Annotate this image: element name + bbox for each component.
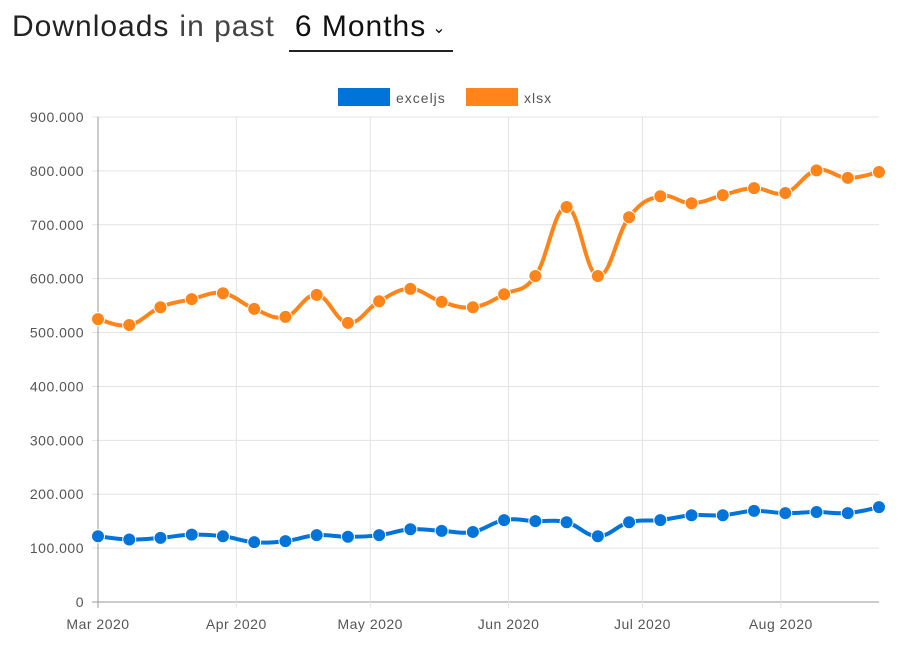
data-point-exceljs: [434, 523, 449, 538]
data-point-exceljs: [715, 508, 730, 523]
data-point-exceljs: [403, 522, 418, 537]
data-point-exceljs: [684, 508, 699, 523]
data-point-xlsx: [91, 312, 105, 327]
y-tick-label: 300.000: [30, 432, 84, 448]
data-point-xlsx: [684, 196, 699, 211]
data-point-exceljs: [153, 530, 168, 545]
data-point-exceljs: [372, 528, 387, 543]
data-point-exceljs: [247, 535, 262, 550]
data-point-xlsx: [309, 287, 324, 302]
data-point-xlsx: [559, 199, 574, 214]
y-tick-label: 500.000: [30, 325, 84, 341]
data-point-xlsx: [340, 315, 355, 330]
data-point-exceljs: [747, 503, 762, 518]
data-point-exceljs: [872, 500, 886, 515]
data-point-exceljs: [590, 529, 605, 544]
data-point-exceljs: [122, 532, 137, 547]
chevron-down-icon: ⌄: [432, 20, 447, 38]
data-point-exceljs: [809, 505, 824, 520]
data-point-exceljs: [497, 513, 512, 528]
data-point-xlsx: [622, 210, 637, 225]
data-point-xlsx: [247, 301, 262, 316]
data-point-exceljs: [278, 534, 293, 549]
x-tick-label: May 2020: [337, 616, 402, 632]
y-tick-label: 0: [76, 594, 84, 610]
period-dropdown[interactable]: 6 Months ⌄: [288, 10, 453, 52]
data-point-xlsx: [372, 294, 387, 309]
data-point-xlsx: [840, 170, 855, 185]
x-tick-label: Apr 2020: [206, 616, 267, 632]
data-point-xlsx: [715, 188, 730, 203]
y-tick-label: 800.000: [30, 163, 84, 179]
data-point-xlsx: [809, 163, 824, 178]
data-point-xlsx: [872, 164, 886, 179]
title-in-past: in past: [179, 10, 275, 43]
data-point-exceljs: [778, 506, 793, 521]
data-point-exceljs: [840, 506, 855, 521]
y-tick-label: 600.000: [30, 271, 84, 287]
data-point-exceljs: [559, 515, 574, 530]
data-point-xlsx: [497, 287, 512, 302]
x-tick-label: Jul 2020: [614, 616, 671, 632]
data-point-xlsx: [653, 189, 668, 204]
y-tick-label: 900.000: [30, 109, 84, 125]
data-point-exceljs: [309, 528, 324, 543]
data-point-xlsx: [590, 268, 605, 283]
x-tick-label: Aug 2020: [749, 616, 813, 632]
legend-swatch-exceljs: [338, 88, 390, 106]
series-line-xlsx: [97, 167, 880, 328]
data-point-xlsx: [747, 181, 762, 196]
y-tick-label: 700.000: [30, 217, 84, 233]
data-point-exceljs: [465, 524, 480, 539]
data-point-xlsx: [465, 300, 480, 315]
data-point-xlsx: [153, 300, 168, 315]
data-point-xlsx: [528, 268, 543, 283]
y-tick-label: 200.000: [30, 486, 84, 502]
data-point-xlsx: [122, 318, 137, 333]
x-tick-label: Mar 2020: [66, 616, 129, 632]
data-point-exceljs: [653, 513, 668, 528]
data-point-xlsx: [184, 292, 199, 307]
series-line-exceljs: [97, 505, 880, 545]
data-point-xlsx: [278, 309, 293, 324]
data-point-xlsx: [215, 286, 230, 301]
period-value: 6 Months: [294, 10, 427, 43]
title-downloads: Downloads: [12, 10, 170, 43]
y-tick-label: 400.000: [30, 378, 84, 394]
data-point-exceljs: [215, 529, 230, 544]
data-point-exceljs: [622, 515, 637, 530]
data-point-xlsx: [778, 185, 793, 200]
legend-label-xlsx: xlsx: [524, 90, 552, 106]
legend-label-exceljs: exceljs: [396, 90, 446, 106]
legend-swatch-xlsx: [466, 88, 518, 106]
data-point-xlsx: [434, 294, 449, 309]
data-point-exceljs: [528, 514, 543, 529]
y-tick-label: 100.000: [30, 540, 84, 556]
chart-header: Downloads in past 6 Months ⌄: [12, 10, 453, 54]
data-point-exceljs: [340, 529, 355, 544]
x-tick-label: Jun 2020: [478, 616, 540, 632]
data-point-exceljs: [184, 527, 199, 542]
data-point-xlsx: [403, 281, 418, 296]
data-point-exceljs: [91, 529, 105, 544]
